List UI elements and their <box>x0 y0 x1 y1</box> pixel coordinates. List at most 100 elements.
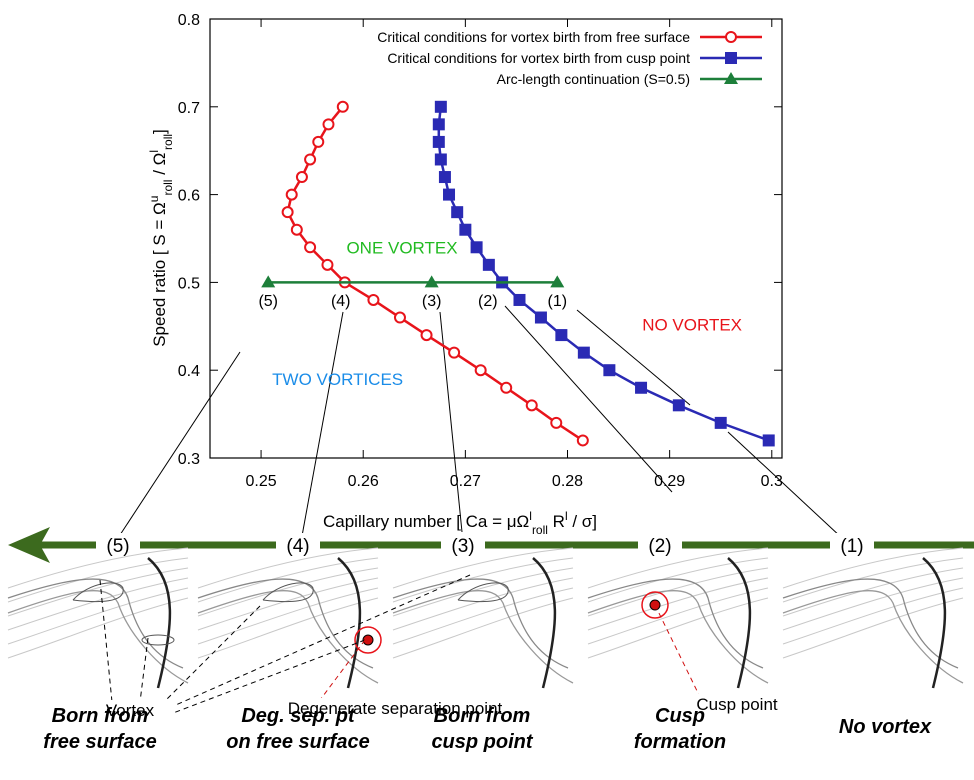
legend-label: Arc-length continuation (S=0.5) <box>497 71 690 87</box>
y-axis-label-part: l <box>147 150 161 153</box>
streamline <box>782 597 964 659</box>
streamline <box>587 547 769 589</box>
x-tick-label: 0.28 <box>552 473 583 490</box>
streamline <box>392 557 574 603</box>
x-tick-label: 0.27 <box>450 473 481 490</box>
streamline <box>7 547 189 589</box>
connector <box>727 431 843 539</box>
caption: No vortex <box>839 716 932 738</box>
point <box>367 293 380 306</box>
y-tick-label: 0.6 <box>178 188 200 205</box>
point-label: (3) <box>422 293 442 310</box>
pointer <box>159 574 471 713</box>
point <box>672 399 685 412</box>
point <box>321 258 334 271</box>
separatrix <box>141 634 175 646</box>
legend-marker <box>724 72 738 84</box>
streamline <box>7 587 189 645</box>
x-axis-label-part: / σ] <box>568 512 597 531</box>
highlight-ring <box>641 591 669 619</box>
plot-frame <box>209 18 783 459</box>
y-axis-label-part: Speed ratio [ S = Ω <box>150 202 169 347</box>
streamline <box>392 547 574 589</box>
streamline <box>782 547 964 589</box>
streamline <box>197 587 379 645</box>
point <box>714 416 727 429</box>
streamline <box>7 557 189 603</box>
x-axis-label-part: Capillary number [ Ca = μΩ <box>323 512 529 531</box>
x-tick-label: 0.3 <box>761 473 783 490</box>
flow-panel <box>782 547 964 689</box>
timeline-arrowhead <box>8 527 50 563</box>
point <box>451 206 464 219</box>
streamline <box>587 587 769 645</box>
streamline <box>782 567 964 617</box>
series-line <box>437 106 770 442</box>
y-tick-label: 0.4 <box>178 363 200 380</box>
free-surface <box>147 557 172 689</box>
streamline <box>197 547 379 589</box>
stage-label-bg <box>441 533 485 557</box>
pointer <box>319 639 366 701</box>
point <box>525 399 538 412</box>
point <box>432 118 445 131</box>
point <box>555 329 568 342</box>
y-axis-label: Speed ratio [ S = Ωuroll / Ωlroll] <box>147 129 175 347</box>
streamline <box>392 590 574 684</box>
annotation-bg <box>230 698 560 719</box>
point <box>534 311 547 324</box>
point <box>459 223 472 236</box>
stage-label-bg <box>830 533 874 557</box>
point <box>434 153 447 166</box>
streamline <box>587 567 769 617</box>
point <box>420 329 433 342</box>
point <box>443 188 456 201</box>
x-axis-label-part: R <box>548 512 565 531</box>
streamline <box>587 597 769 659</box>
region-label: NO VORTEX <box>642 316 742 335</box>
x-axis-label-part: l <box>529 509 532 523</box>
legend-label: Critical conditions for vortex birth fro… <box>377 29 690 45</box>
annotation-bg <box>85 700 175 721</box>
flow-panel <box>197 547 382 689</box>
streamline <box>392 567 574 617</box>
stage-label-bg <box>276 533 320 557</box>
streamline <box>392 578 569 669</box>
legend-label: Critical conditions for vortex birth fro… <box>387 50 690 66</box>
stage-label: (4) <box>286 536 309 557</box>
annotation-bg <box>692 694 782 715</box>
caption: Born from <box>52 705 149 727</box>
pointer <box>99 579 113 703</box>
streamline <box>587 578 764 669</box>
stage-label: (1) <box>840 536 863 557</box>
streamline <box>7 578 184 669</box>
connector <box>504 305 673 493</box>
point <box>762 434 775 447</box>
point <box>550 275 565 288</box>
stage-label: (2) <box>648 536 671 557</box>
region-label: ONE VORTEX <box>346 238 457 257</box>
annotation: Cusp point <box>696 695 778 714</box>
point <box>550 416 563 429</box>
point <box>261 275 276 288</box>
point <box>295 171 308 184</box>
streamline <box>782 578 959 669</box>
annotation: Vortex <box>106 701 155 720</box>
point <box>336 100 349 113</box>
free-surface <box>532 557 557 689</box>
point <box>482 258 495 271</box>
x-tick-label: 0.26 <box>348 473 379 490</box>
point <box>434 100 447 113</box>
pointer <box>159 605 261 707</box>
streamline <box>7 567 189 617</box>
streamline <box>392 587 574 645</box>
y-axis-label-part: ] <box>150 129 169 134</box>
point-label: (1) <box>548 293 568 310</box>
streamline <box>197 597 379 659</box>
connector <box>576 309 691 406</box>
free-surface <box>922 557 947 689</box>
flow-panel <box>587 547 769 689</box>
y-tick-label: 0.3 <box>178 451 200 468</box>
streamline <box>782 587 964 645</box>
